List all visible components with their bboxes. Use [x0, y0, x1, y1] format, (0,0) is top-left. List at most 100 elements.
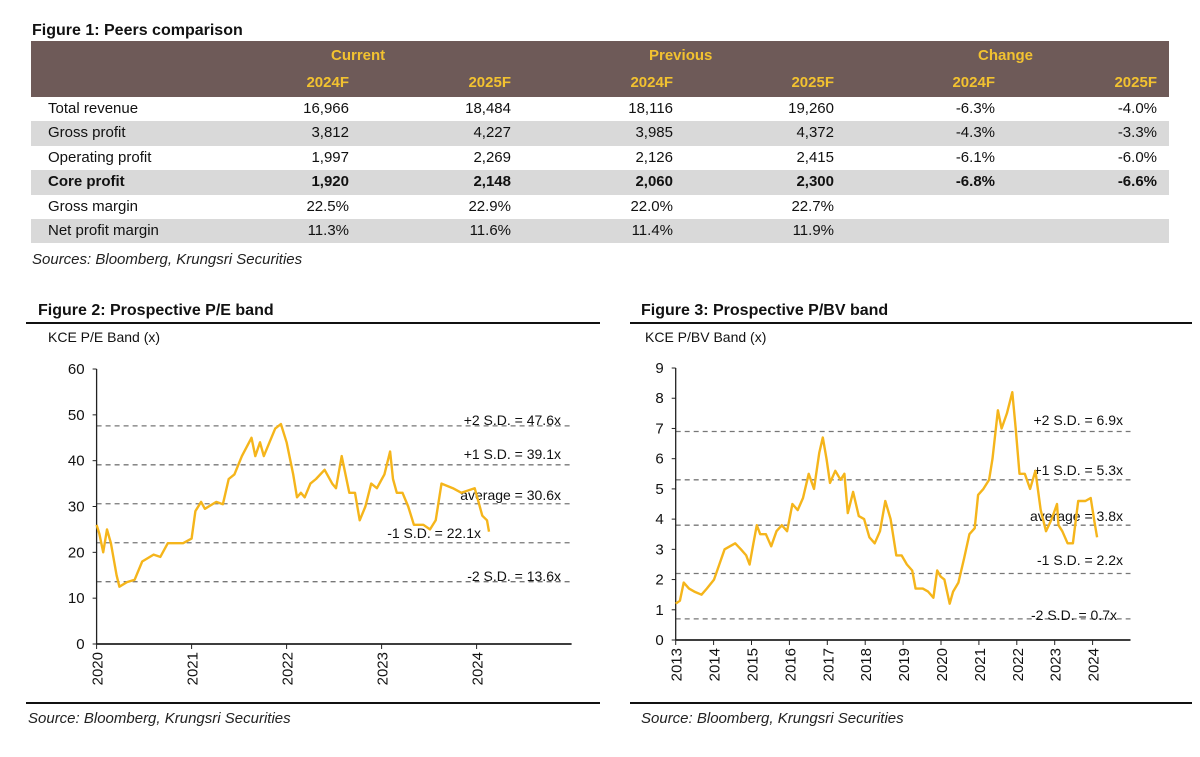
band-label: +1 S.D. = 39.1x — [464, 446, 561, 462]
x-tick-label: 2021 — [185, 652, 202, 685]
y-tick-label: 30 — [68, 499, 85, 516]
table-cell: 4,227 — [473, 124, 511, 142]
group-header-change: Change — [978, 47, 1034, 64]
table-cell: 22.0% — [630, 197, 673, 215]
figure3-title: Figure 3: Prospective P/BV band — [641, 302, 889, 319]
x-tick-label: 2020 — [934, 648, 951, 681]
col-header: 2025F — [468, 74, 511, 91]
x-tick-label: 2017 — [820, 648, 837, 681]
row-label: Gross margin — [48, 197, 139, 215]
figure2-axis-title: KCE P/E Band (x) — [48, 329, 161, 345]
col-header: 2024F — [952, 74, 995, 91]
table-cell: 11.3% — [307, 221, 349, 239]
group-header-current: Current — [331, 47, 386, 64]
table-row: Net profit margin 11.3% 11.6% 11.4% 11.9% — [31, 218, 1169, 244]
table-cell: 2,126 — [635, 148, 673, 166]
figure3-source: Source: Bloomberg, Krungsri Securities — [641, 710, 904, 727]
y-tick-label: 60 — [68, 361, 85, 378]
band-label: -2 S.D. = 0.7x — [1031, 607, 1117, 623]
row-label: Gross profit — [48, 124, 126, 142]
table-cell: 11.9% — [792, 221, 834, 239]
col-header: 2024F — [630, 74, 673, 91]
figure3-bottom-rule — [630, 702, 1192, 704]
y-tick-label: 4 — [655, 511, 663, 528]
table-cell: -3.3% — [1117, 124, 1157, 142]
y-tick-label: 1 — [655, 602, 663, 619]
x-tick-label: 2013 — [669, 648, 686, 681]
table-body: Total revenue 16,966 18,484 18,116 19,260 -6.… — [31, 97, 1169, 244]
x-tick-label: 2021 — [972, 648, 989, 681]
table-row: Operating profit 1,997 2,269 2,126 2,415 -6.1… — [31, 146, 1169, 170]
y-tick-label: 9 — [655, 360, 663, 377]
table-cell: 1,997 — [311, 148, 349, 166]
y-tick-label: 20 — [68, 544, 85, 561]
band-label: -1 S.D. = 2.2x — [1037, 552, 1123, 568]
table-cell: -6.6% — [1117, 173, 1157, 191]
x-tick-label: 2020 — [90, 652, 107, 685]
table-cell: 1,920 — [311, 173, 349, 191]
table-cell: 22.9% — [468, 197, 511, 215]
x-tick-label: 2019 — [896, 648, 913, 681]
series-line-pe — [95, 422, 491, 588]
table-cell: 2,148 — [473, 173, 511, 191]
table-cell: 11.6% — [469, 221, 511, 239]
figure2-top-rule — [26, 322, 600, 324]
x-tick-label: 2014 — [707, 648, 724, 681]
col-header: 2025F — [1114, 74, 1157, 91]
y-tick-label: 40 — [68, 453, 85, 470]
y-tick-label: 8 — [655, 390, 663, 407]
y-tick-label: 6 — [655, 451, 663, 468]
band-label: +2 S.D. = 47.6x — [464, 412, 561, 428]
band-label: +1 S.D. = 5.3x — [1034, 462, 1124, 478]
y-tick-label: 2 — [655, 572, 663, 589]
figure3-axis-title: KCE P/BV Band (x) — [645, 329, 767, 345]
table-cell: -6.3% — [955, 100, 995, 117]
y-tick-label: 7 — [655, 420, 663, 437]
band-label: -2 S.D. = 13.6x — [467, 568, 561, 584]
y-tick-label: 5 — [655, 481, 663, 498]
y-tick-label: 50 — [68, 407, 85, 424]
table-cell: -6.0% — [1117, 148, 1157, 166]
col-header: 2024F — [306, 74, 349, 91]
band-label: -1 S.D. = 22.1x — [387, 525, 481, 541]
y-tick-label: 0 — [76, 636, 84, 653]
table-cell: 11.4% — [631, 221, 673, 239]
table-cell: 22.5% — [306, 197, 349, 215]
group-header-previous: Previous — [649, 47, 713, 64]
row-label: Core profit — [48, 173, 125, 191]
y-tick-label: 10 — [68, 590, 85, 607]
table-cell: -6.8% — [955, 173, 995, 191]
table-cell: -4.0% — [1117, 100, 1157, 117]
x-tick-label: 2023 — [1048, 648, 1065, 681]
figure2-bottom-rule — [26, 702, 600, 704]
table-cell: 2,300 — [796, 173, 834, 191]
x-tick-label: 2018 — [858, 648, 875, 681]
row-label: Total revenue — [48, 100, 139, 117]
table-cell: 2,060 — [635, 173, 673, 191]
row-label: Net profit margin — [48, 221, 159, 239]
table-header: Current Previous Change 2024F 2025F 2024… — [31, 41, 1169, 97]
table-row: Gross margin 22.5% 22.9% 22.0% 22.7% — [31, 195, 1169, 219]
figure3-top-rule — [630, 322, 1192, 324]
band-label: +2 S.D. = 6.9x — [1034, 412, 1124, 428]
table-cell: -6.1% — [955, 148, 995, 166]
table-cell: 19,260 — [788, 100, 834, 117]
peers-comparison-table: Current Previous Change 2024F 2025F 2024… — [31, 41, 1169, 244]
table-cell: 2,415 — [796, 148, 834, 166]
x-tick-label: 2015 — [745, 648, 762, 681]
table-cell: 3,812 — [311, 124, 349, 142]
x-tick-label: 2016 — [782, 648, 799, 681]
col-header: 2025F — [791, 74, 834, 91]
series-line-pbv — [675, 391, 1099, 605]
table-cell: 18,484 — [465, 100, 511, 117]
table-cell: 4,372 — [796, 124, 834, 142]
table-row: Total revenue 16,966 18,484 18,116 19,260 -6.… — [31, 97, 1169, 121]
table-cell: 16,966 — [303, 100, 349, 117]
y-tick-label: 3 — [655, 541, 663, 558]
x-tick-label: 2024 — [470, 652, 487, 685]
figure1-source: Sources: Bloomberg, Krungsri Securities — [32, 251, 303, 268]
y-tick-label: 0 — [655, 632, 663, 649]
figure2-title: Figure 2: Prospective P/E band — [38, 302, 274, 319]
